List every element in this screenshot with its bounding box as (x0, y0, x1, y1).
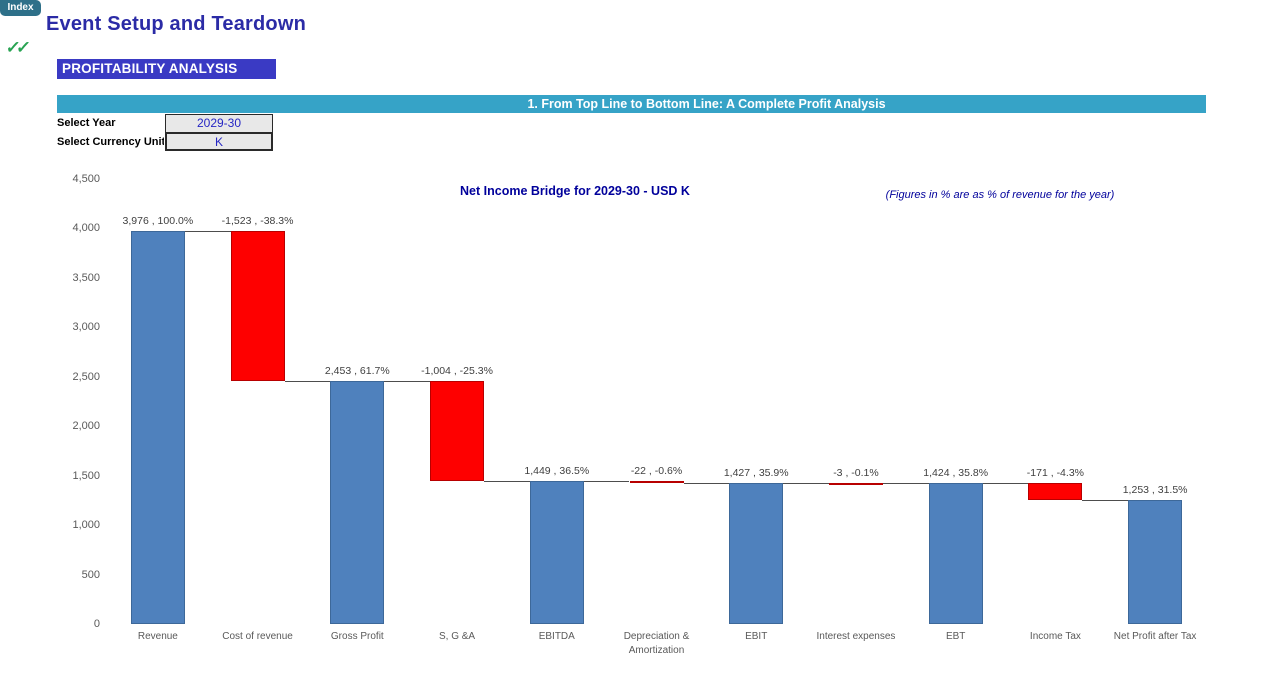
y-tick-label: 2,000 (72, 420, 100, 433)
bar-value-label: -1,004 , -25.3% (421, 365, 493, 378)
year-select[interactable]: 2029-30 (165, 114, 273, 133)
x-category-label: Revenue (137, 631, 178, 642)
x-category-label: S, G &A (438, 631, 476, 642)
y-tick-label: 1,500 (72, 469, 100, 482)
y-tick-label: 4,500 (72, 173, 100, 185)
waterfall-bar-interest-expenses (828, 482, 883, 485)
connector-line (184, 230, 231, 232)
y-tick-label: 1,000 (72, 519, 100, 532)
waterfall-bar-cost-of-revenue (230, 230, 285, 382)
page-title: Event Setup and Teardown (46, 13, 307, 35)
connector-line (982, 483, 1029, 485)
waterfall-bar-net-profit-after-tax (1128, 500, 1183, 624)
waterfall-bar-gross-profit (330, 381, 385, 624)
waterfall-bar-depreciation-amortization (629, 480, 684, 483)
connector-line (484, 480, 530, 482)
connector-line (882, 483, 929, 485)
bar-value-label: 1,424 , 35.8% (923, 467, 989, 480)
select-currency-unit-label: Select Currency Unit (57, 136, 164, 148)
x-category-label: Cost of revenue (222, 631, 293, 642)
waterfall-bar-ebit (729, 482, 784, 624)
connector-line (783, 482, 829, 484)
waterfall-bar-income-tax (1028, 483, 1083, 501)
y-tick-label: 3,500 (72, 271, 100, 284)
x-category-label: EBITDA (538, 631, 575, 642)
connector-line (384, 381, 431, 383)
chart-note: (Figures in % are as % of revenue for th… (885, 189, 1115, 201)
bar-value-label: 1,253 , 31.5% (1122, 484, 1188, 497)
x-category-label: Gross Profit (330, 631, 384, 642)
y-tick-label: 500 (81, 568, 100, 581)
x-category-label: EBT (945, 631, 966, 642)
currency-unit-select[interactable]: K (165, 132, 273, 151)
x-category-label: Depreciation & Amortization (623, 631, 690, 656)
bar-value-label: -3 , -0.1% (833, 466, 879, 479)
bar-value-label: 1,449 , 36.5% (524, 464, 590, 477)
waterfall-bar-ebitda (529, 480, 584, 624)
select-year-label: Select Year (57, 117, 116, 129)
waterfall-bar-ebt (928, 483, 983, 624)
x-category-label: Income Tax (1029, 631, 1081, 642)
y-tick-label: 2,500 (72, 370, 100, 383)
y-tick-label: 0 (93, 618, 100, 630)
connector-line (284, 381, 331, 383)
y-tick-label: 4,000 (72, 222, 100, 235)
bar-value-label: 3,976 , 100.0% (122, 214, 194, 227)
bar-value-label: -171 , -4.3% (1026, 467, 1084, 480)
index-button[interactable]: Index (0, 0, 41, 16)
section-header-profitability: PROFITABILITY ANALYSIS (57, 59, 276, 79)
connector-line (1082, 500, 1129, 502)
waterfall-bar-s-g-a (430, 381, 485, 481)
x-category-label: Net Profit after Tax (1113, 631, 1197, 642)
y-tick-label: 3,000 (72, 321, 100, 334)
x-category-label: EBIT (745, 631, 768, 642)
bar-value-label: -22 , -0.6% (630, 464, 683, 477)
chart-title: Net Income Bridge for 2029-30 - USD K (460, 184, 690, 198)
bar-value-label: 2,453 , 61.7% (324, 365, 390, 378)
x-category-label: Interest expenses (816, 631, 896, 642)
waterfall-bar-revenue (130, 230, 185, 624)
connector-line (683, 482, 730, 484)
analysis-banner: 1. From Top Line to Bottom Line: A Compl… (57, 95, 1206, 113)
bar-value-label: 1,427 , 35.9% (723, 466, 789, 479)
connector-line (583, 480, 630, 482)
bar-value-label: -1,523 , -38.3% (221, 214, 294, 227)
